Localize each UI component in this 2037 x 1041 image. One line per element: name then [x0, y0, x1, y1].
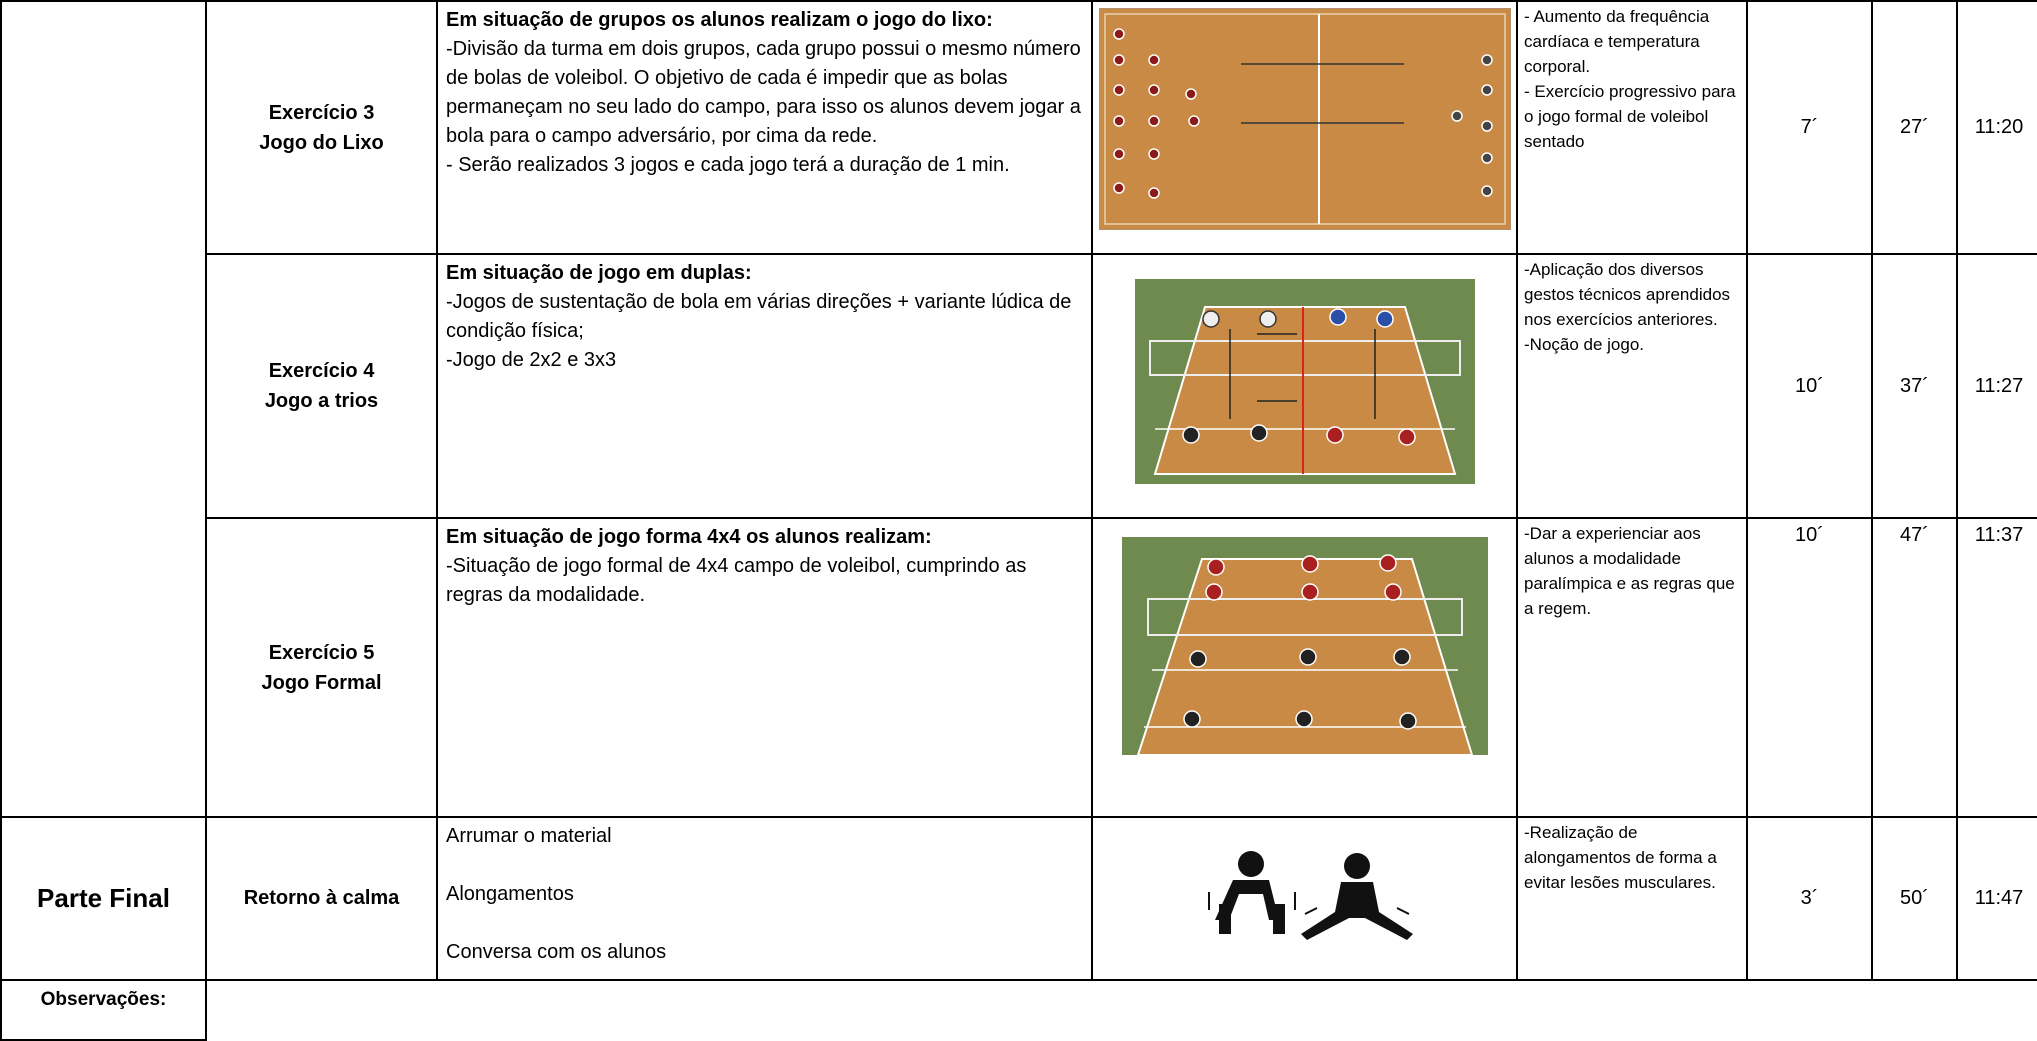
court-diagram: [1098, 7, 1511, 231]
elapsed: 37´: [1871, 253, 1958, 519]
exercise-number: Exercício 4: [268, 360, 375, 382]
clock: 11:20: [1956, 0, 2037, 255]
heading: Em situação de jogo forma 4x4 os alunos …: [446, 526, 932, 548]
objective: -Aplicação dos diversos gestos técnicos …: [1524, 260, 1731, 329]
diagram: [1091, 816, 1518, 981]
line: - Serão realizados 3 jogos e cada jogo t…: [446, 154, 1010, 176]
exercise-number: Exercício 3: [268, 101, 375, 124]
row: Observações:: [0, 979, 2037, 1041]
exercise-number: Exercício 5: [268, 641, 375, 664]
duration: 10´: [1746, 517, 1873, 818]
clock: 11:27: [1956, 253, 2037, 519]
diagram: [1091, 0, 1518, 255]
objective: - Aumento da frequência cardíaca e tempe…: [1524, 7, 1710, 76]
exercise: Exercício 5 Jogo Formal: [205, 517, 438, 818]
objectives: -Realização de alongamentos de forma a e…: [1516, 816, 1748, 981]
row: Exercício 3 Jogo do Lixo Em situação de g…: [0, 0, 2037, 818]
description: Em situação de grupos os alunos realizam…: [436, 0, 1093, 255]
heading: Em situação de jogo em duplas:: [446, 262, 752, 284]
exercise-name: Retorno à calma: [205, 816, 438, 981]
clock: 11:47: [1956, 816, 2037, 981]
line: -Divisão da turma em dois grupos, cada g…: [446, 38, 1081, 147]
court-diagram: [1121, 537, 1488, 756]
exercise-name: Jogo a trios: [264, 390, 379, 412]
line: Arrumar o material: [446, 825, 612, 847]
court-diagram: [1134, 279, 1475, 484]
exercise: Exercício 4 Jogo a trios: [205, 253, 438, 519]
line: -Jogo de 2x2 e 3x3: [446, 349, 617, 371]
objectives: -Dar a experienciar aos alunos a modalid…: [1516, 517, 1748, 818]
observations: [205, 980, 2037, 1040]
line: Alongamentos: [446, 883, 574, 905]
observations-label: Observações:: [0, 979, 207, 1041]
row: Exercício 5 Jogo Formal Em situação de jo…: [1, 517, 2037, 818]
objective: -Noção de jogo.: [1524, 335, 1645, 354]
objectives: - Aumento da frequência cardíaca e tempe…: [1516, 0, 1748, 255]
clock: 11:37: [1956, 517, 2037, 818]
stretch-figures: [1207, 851, 1413, 940]
elapsed: 27´: [1871, 0, 1958, 255]
row: Exercício 4 Jogo a trios Em situação de j…: [1, 253, 2037, 519]
duration: 7´: [1746, 0, 1873, 255]
objective: -Realização de alongamentos de forma a e…: [1524, 823, 1717, 892]
objectives: -Aplicação dos diversos gestos técnicos …: [1516, 253, 1748, 519]
line: -Jogos de sustentação de bola em várias …: [446, 291, 1072, 342]
objective: - Exercício progressivo para o jogo form…: [1524, 82, 1736, 151]
part-cell: [0, 0, 207, 818]
row: Parte Final Retorno à calma Arrumar o ma…: [0, 816, 2037, 981]
duration: 10´: [1746, 253, 1873, 519]
description: Em situação de jogo em duplas: -Jogos de …: [436, 253, 1093, 519]
elapsed: 50´: [1871, 816, 1958, 981]
diagram: [1091, 253, 1518, 519]
line: Conversa com os alunos: [446, 941, 667, 963]
line: -Situação de jogo formal de 4x4 campo de…: [446, 555, 1027, 606]
duration: 3´: [1746, 816, 1873, 981]
description: Arrumar o material Alongamentos Conversa c…: [436, 816, 1093, 981]
exercise: Exercício 3 Jogo do Lixo: [205, 0, 438, 255]
heading: Em situação de grupos os alunos realizam…: [446, 9, 993, 31]
exercise-name: Jogo do Lixo: [259, 131, 384, 154]
objective: -Dar a experienciar aos alunos a modalid…: [1524, 524, 1735, 618]
description: Em situação de jogo forma 4x4 os alunos …: [436, 517, 1093, 818]
part-name: Parte Final: [0, 816, 207, 981]
diagram: [1091, 517, 1518, 818]
exercise-name: Jogo Formal: [261, 671, 382, 694]
elapsed: 47´: [1871, 517, 1958, 818]
